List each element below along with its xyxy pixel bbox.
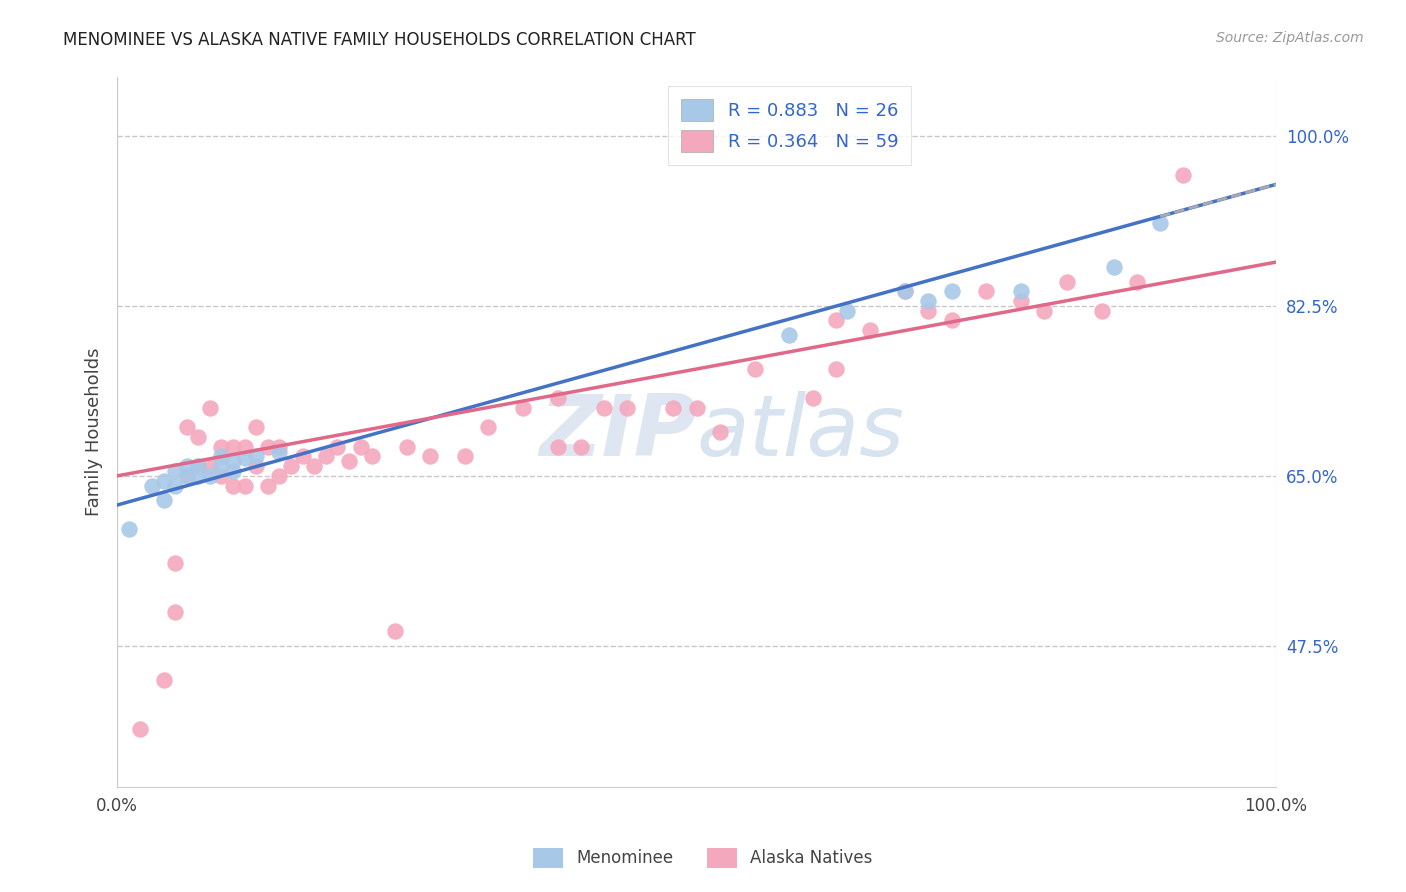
Point	[685, 401, 707, 415]
Point	[837, 303, 859, 318]
Point	[662, 401, 685, 415]
Text: atlas: atlas	[696, 391, 904, 474]
Point	[894, 284, 917, 298]
Point	[315, 450, 337, 464]
Point	[917, 303, 939, 318]
Point	[222, 464, 245, 478]
Point	[152, 474, 174, 488]
Point	[337, 454, 360, 468]
Point	[152, 673, 174, 687]
Point	[257, 478, 280, 492]
Point	[1102, 260, 1125, 274]
Point	[222, 440, 245, 454]
Point	[547, 391, 569, 405]
Legend: R = 0.883   N = 26, R = 0.364   N = 59: R = 0.883 N = 26, R = 0.364 N = 59	[668, 87, 911, 165]
Point	[384, 624, 406, 639]
Point	[395, 440, 418, 454]
Point	[257, 440, 280, 454]
Point	[1149, 216, 1171, 230]
Text: Source: ZipAtlas.com: Source: ZipAtlas.com	[1216, 31, 1364, 45]
Point	[211, 450, 233, 464]
Point	[1010, 284, 1032, 298]
Point	[141, 478, 163, 492]
Point	[198, 459, 221, 474]
Point	[349, 440, 371, 454]
Point	[569, 440, 592, 454]
Point	[211, 468, 233, 483]
Point	[233, 451, 256, 466]
Point	[1033, 303, 1056, 318]
Point	[187, 459, 209, 474]
Point	[245, 420, 267, 434]
Point	[824, 313, 846, 327]
Point	[778, 328, 800, 343]
Legend: Menominee, Alaska Natives: Menominee, Alaska Natives	[527, 841, 879, 875]
Point	[280, 459, 302, 474]
Point	[1173, 168, 1195, 182]
Point	[941, 284, 963, 298]
Point	[211, 440, 233, 454]
Point	[269, 468, 291, 483]
Point	[454, 450, 477, 464]
Point	[222, 454, 245, 468]
Point	[326, 440, 349, 454]
Point	[233, 440, 256, 454]
Point	[917, 293, 939, 308]
Point	[1126, 275, 1149, 289]
Point	[118, 522, 141, 536]
Point	[361, 450, 384, 464]
Point	[245, 450, 267, 464]
Point	[894, 284, 917, 298]
Text: MENOMINEE VS ALASKA NATIVE FAMILY HOUSEHOLDS CORRELATION CHART: MENOMINEE VS ALASKA NATIVE FAMILY HOUSEH…	[63, 31, 696, 49]
Point	[1010, 293, 1032, 308]
Point	[176, 468, 198, 483]
Point	[859, 323, 882, 337]
Point	[269, 444, 291, 458]
Point	[222, 478, 245, 492]
Point	[165, 557, 187, 571]
Point	[211, 459, 233, 474]
Point	[302, 459, 325, 474]
Point	[176, 420, 198, 434]
Point	[165, 605, 187, 619]
Point	[176, 468, 198, 483]
Point	[152, 493, 174, 508]
Point	[419, 450, 441, 464]
Point	[233, 478, 256, 492]
Point	[512, 401, 534, 415]
Point	[477, 420, 499, 434]
Point	[129, 722, 152, 736]
Point	[187, 459, 209, 474]
Point	[198, 468, 221, 483]
Point	[198, 401, 221, 415]
Point	[291, 450, 314, 464]
Point	[941, 313, 963, 327]
Point	[245, 459, 267, 474]
Point	[616, 401, 638, 415]
Point	[593, 401, 616, 415]
Point	[165, 478, 187, 492]
Text: ZIP: ZIP	[538, 391, 696, 474]
Point	[165, 464, 187, 478]
Point	[744, 362, 766, 376]
Point	[709, 425, 731, 439]
Y-axis label: Family Households: Family Households	[86, 348, 103, 516]
Point	[547, 440, 569, 454]
Point	[187, 468, 209, 483]
Point	[1091, 303, 1114, 318]
Point	[269, 440, 291, 454]
Point	[801, 391, 824, 405]
Point	[824, 362, 846, 376]
Point	[176, 459, 198, 474]
Point	[976, 284, 998, 298]
Point	[187, 430, 209, 444]
Point	[1056, 275, 1078, 289]
